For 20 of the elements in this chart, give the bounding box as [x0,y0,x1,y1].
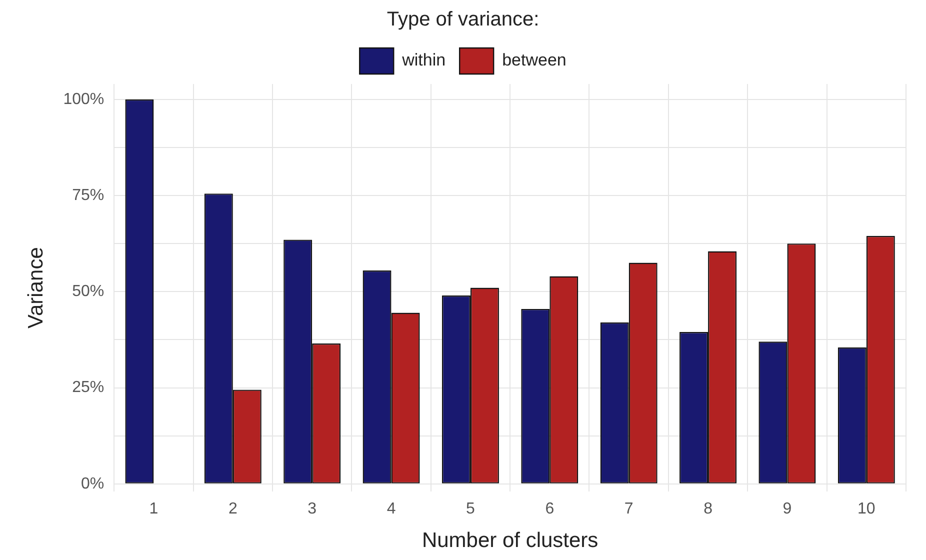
legend-label: between [502,50,566,70]
y-tick-label: 25% [72,379,104,396]
x-tick-label: 5 [466,500,476,518]
x-tick-label: 7 [624,500,634,518]
x-tick-label: 9 [782,500,792,518]
x-tick-label: 4 [386,500,396,518]
legend-label: within [401,50,446,70]
y-tick-label: 100% [63,90,104,108]
x-tick-label: 1 [149,500,158,518]
y-axis-title: Variance [24,247,48,328]
x-tick-label: 6 [545,500,554,518]
x-tick-label: 3 [308,500,317,518]
y-tick-label: 50% [72,283,104,300]
legend-title: Type of variance: [386,8,540,31]
x-tick-label: 8 [704,500,713,518]
x-tick-label: 2 [228,500,238,518]
y-tick-label: 0% [80,475,104,492]
x-axis-title: Number of clusters [422,529,598,552]
x-tick-label: 10 [858,500,876,518]
y-tick-label: 75% [72,186,104,204]
